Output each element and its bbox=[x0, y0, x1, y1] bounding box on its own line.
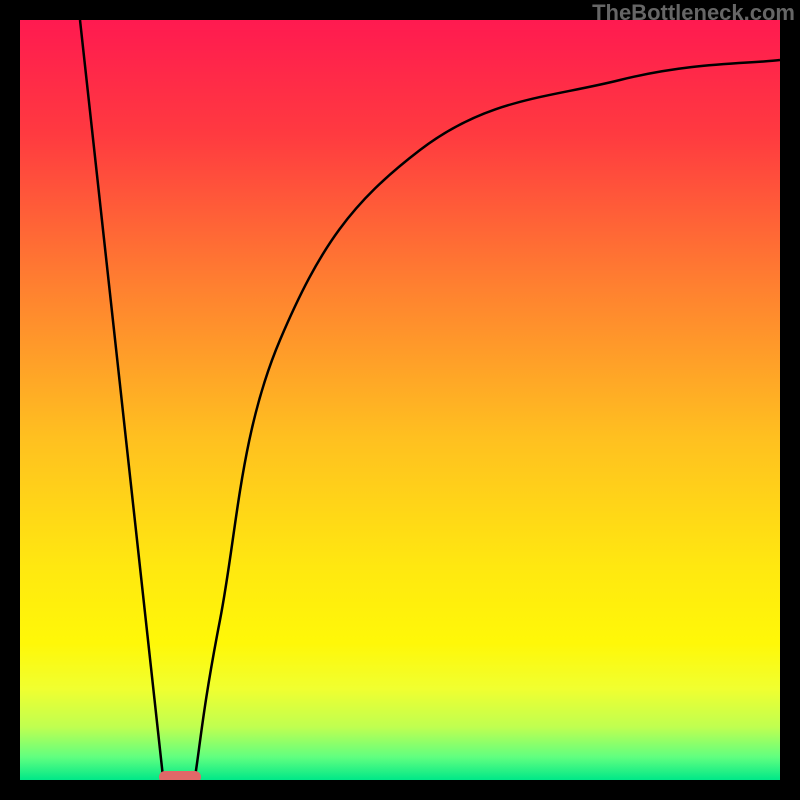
curve-left-branch bbox=[80, 20, 163, 777]
optimal-marker bbox=[159, 771, 201, 780]
curve-right-branch bbox=[195, 60, 780, 777]
watermark-text: TheBottleneck.com bbox=[592, 0, 795, 26]
chart-plot-area bbox=[20, 20, 780, 780]
bottleneck-curve bbox=[20, 20, 780, 780]
